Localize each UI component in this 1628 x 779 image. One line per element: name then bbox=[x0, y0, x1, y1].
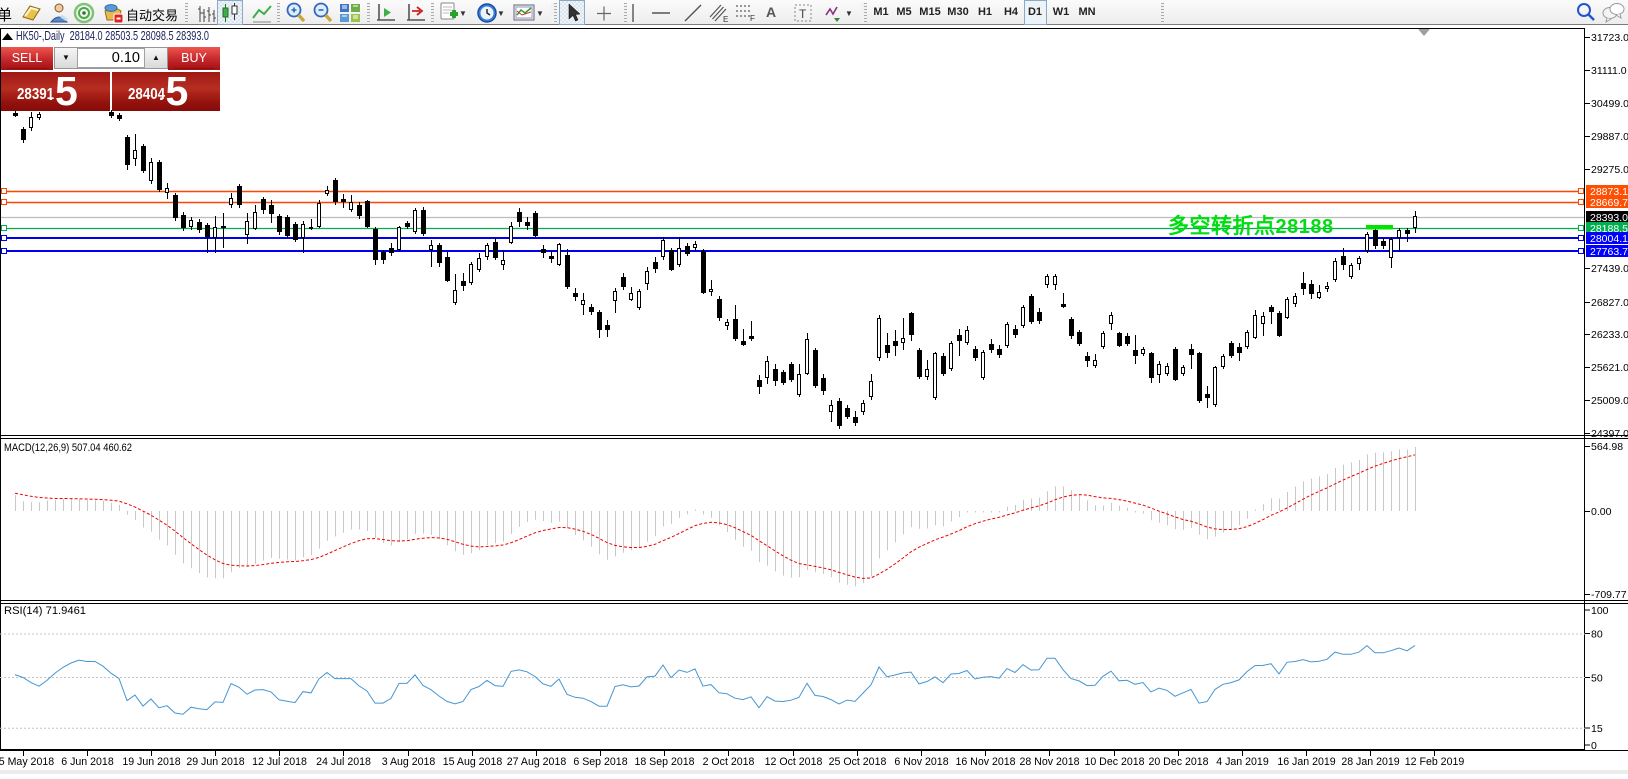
svg-text:27439.0: 27439.0 bbox=[1591, 263, 1628, 275]
svg-text:31111.0: 31111.0 bbox=[1591, 65, 1627, 77]
svg-text:28 Nov 2018: 28 Nov 2018 bbox=[1019, 756, 1079, 768]
svg-text:24 Jul 2018: 24 Jul 2018 bbox=[316, 756, 371, 768]
svg-text:3 Aug 2018: 3 Aug 2018 bbox=[382, 756, 436, 768]
svg-text:100: 100 bbox=[1591, 605, 1609, 617]
svg-text:20 Dec 2018: 20 Dec 2018 bbox=[1148, 756, 1208, 768]
svg-text:12 Jul 2018: 12 Jul 2018 bbox=[252, 756, 307, 768]
svg-text:29 Jun 2018: 29 Jun 2018 bbox=[186, 756, 244, 768]
svg-text:25009.0: 25009.0 bbox=[1591, 395, 1628, 407]
svg-text:0.00: 0.00 bbox=[1591, 506, 1612, 518]
svg-text:80: 80 bbox=[1591, 629, 1603, 641]
svg-text:16 Jan 2019: 16 Jan 2019 bbox=[1277, 756, 1335, 768]
svg-text:28669.7: 28669.7 bbox=[1590, 197, 1628, 209]
svg-text:6 Jun 2018: 6 Jun 2018 bbox=[61, 756, 114, 768]
svg-text:25 May 2018: 25 May 2018 bbox=[0, 756, 54, 768]
svg-text:RSI(14) 71.9461: RSI(14) 71.9461 bbox=[4, 605, 86, 617]
svg-text:HK50-,Daily 28184.0 28503.5 2: HK50-,Daily 28184.0 28503.5 28098.5 2839… bbox=[16, 29, 209, 43]
svg-text:12 Feb 2019: 12 Feb 2019 bbox=[1405, 756, 1465, 768]
svg-text:31723.0: 31723.0 bbox=[1591, 32, 1628, 44]
svg-text:T: T bbox=[799, 7, 807, 21]
svg-text:28 Jan 2019: 28 Jan 2019 bbox=[1341, 756, 1399, 768]
svg-text:12 Oct 2018: 12 Oct 2018 bbox=[765, 756, 823, 768]
svg-text:MACD(12,26,9) 507.04 460.62: MACD(12,26,9) 507.04 460.62 bbox=[4, 442, 132, 454]
svg-text:-709.77: -709.77 bbox=[1591, 589, 1627, 601]
svg-text:15: 15 bbox=[1591, 723, 1603, 735]
svg-text:564.98: 564.98 bbox=[1591, 441, 1623, 453]
svg-text:30499.0: 30499.0 bbox=[1591, 98, 1628, 110]
svg-text:F: F bbox=[750, 14, 755, 23]
svg-text:27 Aug 2018: 27 Aug 2018 bbox=[507, 756, 567, 768]
svg-text:6 Nov 2018: 6 Nov 2018 bbox=[894, 756, 948, 768]
svg-text:6 Sep 2018: 6 Sep 2018 bbox=[573, 756, 627, 768]
svg-text:28004.1: 28004.1 bbox=[1590, 233, 1628, 245]
svg-text:24397.0: 24397.0 bbox=[1591, 428, 1628, 440]
svg-text:18 Sep 2018: 18 Sep 2018 bbox=[634, 756, 694, 768]
svg-text:25 Oct 2018: 25 Oct 2018 bbox=[829, 756, 887, 768]
svg-text:0: 0 bbox=[1591, 740, 1597, 752]
svg-text:2 Oct 2018: 2 Oct 2018 bbox=[703, 756, 755, 768]
svg-text:10 Dec 2018: 10 Dec 2018 bbox=[1084, 756, 1144, 768]
svg-text:28873.1: 28873.1 bbox=[1590, 186, 1628, 198]
svg-text:28393.0: 28393.0 bbox=[1590, 212, 1628, 224]
svg-text:27763.7: 27763.7 bbox=[1590, 246, 1628, 258]
svg-text:E: E bbox=[723, 15, 728, 24]
svg-text:19 Jun 2018: 19 Jun 2018 bbox=[122, 756, 180, 768]
svg-text:26233.0: 26233.0 bbox=[1591, 329, 1628, 341]
svg-text:多空转折点28188: 多空转折点28188 bbox=[1168, 214, 1334, 238]
svg-text:16 Nov 2018: 16 Nov 2018 bbox=[955, 756, 1015, 768]
svg-text:29887.0: 29887.0 bbox=[1591, 131, 1628, 143]
svg-text:50: 50 bbox=[1591, 673, 1603, 685]
svg-text:4 Jan 2019: 4 Jan 2019 bbox=[1216, 756, 1269, 768]
svg-text:26827.0: 26827.0 bbox=[1591, 297, 1628, 309]
svg-text:25621.0: 25621.0 bbox=[1591, 362, 1628, 374]
svg-text:15 Aug 2018: 15 Aug 2018 bbox=[443, 756, 503, 768]
svg-text:29275.0: 29275.0 bbox=[1591, 164, 1628, 176]
